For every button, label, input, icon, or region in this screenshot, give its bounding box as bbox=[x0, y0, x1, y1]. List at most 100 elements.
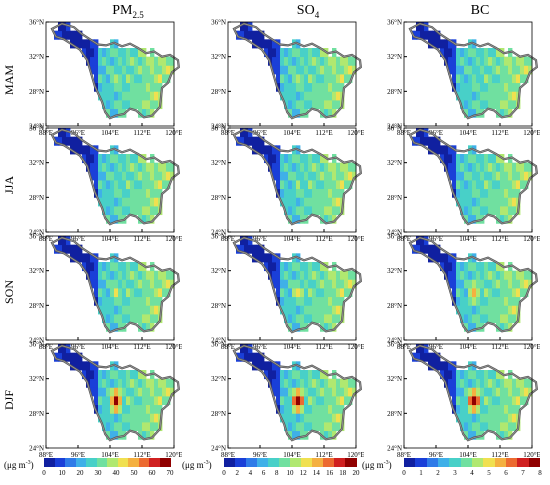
colorbar-swatch bbox=[44, 458, 55, 467]
colorbar-tick-label: 6 bbox=[504, 469, 508, 477]
lon-tick-label: 96°E bbox=[71, 451, 85, 459]
lon-tick-label: 112°E bbox=[491, 343, 508, 351]
map-panel-pm25-mam: 36°N 32°N 28°N 24°N 88°E 96°E 104°E 112°E 120°E bbox=[22, 14, 182, 140]
lat-tick-label: 32°N bbox=[387, 375, 402, 383]
lon-tick-label: 112°E bbox=[491, 451, 508, 459]
lat-tick-label: 32°N bbox=[29, 159, 44, 167]
colorbar-swatch bbox=[268, 458, 280, 467]
colorbar-tick-label: 20 bbox=[352, 469, 360, 477]
lat-tick-label: 32°N bbox=[211, 159, 226, 167]
lon-tick-label: 104°E bbox=[459, 129, 477, 137]
lon-tick-label: 96°E bbox=[429, 343, 443, 351]
colorbar-swatch bbox=[460, 458, 473, 467]
lon-tick-label: 104°E bbox=[459, 343, 477, 351]
lon-tick-label: 96°E bbox=[71, 343, 85, 351]
colorbar-swatch bbox=[257, 458, 269, 467]
lat-tick-label: 28°N bbox=[29, 88, 44, 96]
colorbar-swatch bbox=[138, 458, 150, 467]
row-label-djf: DJF bbox=[2, 390, 16, 411]
lon-tick-label: 96°E bbox=[253, 129, 267, 137]
lat-tick-label: 28°N bbox=[387, 88, 402, 96]
map-panel-pm25-jja: 36°N 32°N 28°N 24°N 88°E 96°E 104°E 112°E 120°E bbox=[22, 120, 182, 246]
colorbar-tick-label: 8 bbox=[538, 469, 542, 477]
lat-tick-label: 24°N bbox=[387, 123, 402, 131]
colorbar-tick-label: 4 bbox=[470, 469, 474, 477]
colorbar-tick-label: 30 bbox=[94, 469, 102, 477]
lon-tick-label: 104°E bbox=[283, 129, 301, 137]
lat-tick-label: 24°N bbox=[211, 123, 226, 131]
basin-outline bbox=[51, 129, 180, 225]
colorbar-swatch bbox=[494, 458, 507, 467]
lat-tick-label: 28°N bbox=[211, 410, 226, 418]
colorbar-tick-label: 70 bbox=[166, 469, 174, 477]
map-panel-bc-mam: 36°N 32°N 28°N 24°N 88°E 96°E 104°E 112°E 120°E bbox=[380, 14, 540, 140]
colorbar-swatch bbox=[472, 458, 484, 467]
colorbar-swatch bbox=[506, 458, 518, 467]
colorbar-tick-label: 7 bbox=[521, 469, 525, 477]
lat-tick-label: 24°N bbox=[211, 337, 226, 345]
lat-tick-label: 32°N bbox=[29, 267, 44, 275]
lat-tick-label: 32°N bbox=[29, 375, 44, 383]
lat-tick-label: 32°N bbox=[211, 267, 226, 275]
concentration-grid bbox=[412, 344, 533, 440]
basin-outline bbox=[51, 237, 180, 333]
colorbar-so4 bbox=[224, 458, 357, 467]
lon-tick-label: 96°E bbox=[253, 235, 267, 243]
lat-tick-label: 32°N bbox=[387, 267, 402, 275]
colorbar-swatch bbox=[345, 458, 357, 467]
concentration-grid bbox=[236, 128, 357, 224]
lon-tick-label: 112°E bbox=[491, 235, 508, 243]
colorbar-pm25 bbox=[44, 458, 171, 467]
colorbar-tick-label: 6 bbox=[261, 469, 266, 477]
lat-tick-label: 36°N bbox=[387, 341, 402, 349]
lat-tick-label: 36°N bbox=[29, 19, 44, 27]
colorbar-tick-label: 3 bbox=[453, 469, 457, 477]
colorbar-swatch bbox=[117, 458, 129, 467]
lat-tick-label: 36°N bbox=[211, 341, 226, 349]
colorbar-tick-label: 16 bbox=[326, 469, 334, 477]
colorbar-tick-label: 2 bbox=[235, 469, 239, 477]
colorbar-tick-label: 18 bbox=[339, 469, 347, 477]
colorbar-swatch bbox=[246, 458, 258, 467]
row-label-son: SON bbox=[2, 280, 16, 305]
lon-tick-label: 112°E bbox=[133, 129, 150, 137]
colorbar-swatch bbox=[404, 458, 416, 467]
lon-tick-label: 96°E bbox=[429, 451, 443, 459]
map-panel-so4-djf: 36°N 32°N 28°N 24°N 88°E 96°E 104°E 112°E 120°E bbox=[204, 336, 364, 462]
basin-outline bbox=[409, 345, 538, 441]
colorbar-tick-label: 12 bbox=[299, 469, 307, 477]
lon-tick-label: 104°E bbox=[283, 343, 301, 351]
colorbar-tick-label: 0 bbox=[402, 469, 406, 477]
lat-tick-label: 24°N bbox=[29, 229, 44, 237]
concentration-grid bbox=[236, 22, 357, 118]
colorbar-swatch bbox=[159, 458, 171, 467]
colorbar-swatch bbox=[290, 458, 302, 467]
lat-tick-label: 28°N bbox=[387, 302, 402, 310]
lat-tick-label: 36°N bbox=[29, 341, 44, 349]
lon-tick-label: 104°E bbox=[101, 451, 119, 459]
lon-tick-label: 88°E bbox=[221, 451, 235, 459]
column-title-so4: SO4 bbox=[296, 3, 320, 20]
lon-tick-label: 88°E bbox=[397, 451, 411, 459]
concentration-grid bbox=[412, 128, 533, 224]
concentration-grid bbox=[54, 22, 175, 118]
colorbar-swatch bbox=[528, 458, 541, 467]
lon-tick-label: 104°E bbox=[459, 235, 477, 243]
lat-tick-label: 28°N bbox=[29, 302, 44, 310]
colorbar-unit-bc: (μg m-3) bbox=[362, 460, 392, 470]
lat-tick-label: 28°N bbox=[387, 410, 402, 418]
basin-outline bbox=[51, 23, 180, 119]
basin-outline bbox=[233, 237, 362, 333]
lon-tick-label: 112°E bbox=[315, 343, 332, 351]
colorbar-swatch bbox=[312, 458, 324, 467]
lon-tick-label: 96°E bbox=[71, 129, 85, 137]
colorbar-tick-label: 1 bbox=[419, 469, 423, 477]
lat-tick-label: 24°N bbox=[387, 445, 402, 453]
colorbar-tick-label: 2 bbox=[436, 469, 440, 477]
colorbar-swatch bbox=[334, 458, 346, 467]
lat-tick-label: 32°N bbox=[211, 375, 226, 383]
colorbar-swatch bbox=[323, 458, 335, 467]
lat-tick-label: 36°N bbox=[211, 19, 226, 27]
colorbar-tick-label: 0 bbox=[222, 469, 226, 477]
colorbar-swatch bbox=[483, 458, 496, 467]
